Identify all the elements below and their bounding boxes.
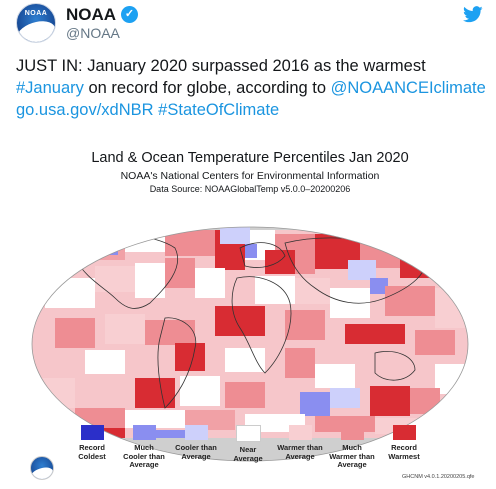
map-title: Land & Ocean Temperature Percentiles Jan… — [91, 150, 409, 166]
map-source: Data Source: NOAAGlobalTemp v5.0.0–20200… — [149, 184, 351, 194]
legend-label: Record Warmest — [374, 443, 434, 461]
legend-label: Much Cooler than Average — [114, 443, 174, 470]
map-version: GHCNM v4.0.1.20200205.qfe — [402, 474, 475, 480]
legend-label: Near Average — [218, 445, 278, 463]
legend-label-line: Near — [239, 445, 257, 454]
legend-swatch — [288, 425, 312, 440]
legend-swatch — [392, 425, 416, 440]
legend-label-line: Much — [134, 443, 154, 452]
legend-label-line: Record — [79, 443, 105, 452]
legend-label-line: Average — [233, 453, 263, 463]
legend-label-line: Warmest — [388, 451, 420, 461]
legend-swatch — [80, 425, 104, 440]
legend-label: Warmer than Average — [270, 443, 330, 461]
legend-item: Record Coldest — [62, 425, 122, 461]
legend-label-line: Average — [181, 451, 211, 461]
legend-label-line: Average — [285, 451, 315, 461]
tweet-text-part: on record for globe, according to — [83, 79, 331, 97]
account-name[interactable]: NOAA — [66, 5, 117, 24]
legend-label-line: Record — [391, 443, 417, 452]
tweet-text-part: JUST IN: January 2020 surpassed 2016 as … — [16, 57, 426, 75]
avatar-label: NOAA — [24, 10, 48, 17]
noaa-logo-icon — [30, 456, 54, 480]
map-subtitle: NOAA's National Centers for Environmenta… — [120, 170, 380, 182]
legend-label-line: Warmer than — [329, 451, 375, 461]
legend-swatch — [235, 425, 261, 442]
hashtag-stateofclimate-link[interactable]: #StateOfClimate — [158, 101, 280, 119]
legend-label: Much Warmer than Average — [322, 443, 382, 470]
legend-item: Warmer than Average — [270, 425, 330, 461]
tweet-header: NOAA NOAA ✓ @NOAA — [0, 0, 496, 50]
url-link[interactable]: go.usa.gov/xdNBR — [16, 101, 154, 119]
tweet-text: JUST IN: January 2020 surpassed 2016 as … — [16, 55, 486, 121]
hashtag-january-link[interactable]: #January — [16, 79, 84, 97]
legend-label: Cooler than Average — [166, 443, 226, 461]
legend-label-line: Cooler than — [175, 443, 217, 452]
legend-label-line: Coldest — [78, 451, 106, 461]
legend-item: Near Average — [218, 425, 278, 463]
account-handle[interactable]: @NOAA — [66, 25, 120, 41]
legend-item: Much Warmer than Average — [322, 425, 382, 470]
twitter-bird-icon[interactable] — [463, 6, 483, 23]
legend-label-line: Much — [342, 443, 362, 452]
legend-label-line: Average — [129, 460, 159, 469]
legend-item: Cooler than Average — [166, 425, 226, 461]
legend-swatch — [132, 425, 156, 440]
mention-ncei-link[interactable]: @NOAANCEIclimate — [330, 79, 486, 97]
legend-label-line: Warmer than — [277, 443, 323, 452]
noaa-bird-icon — [17, 17, 55, 42]
legend-swatch — [184, 425, 208, 440]
verified-badge-icon: ✓ — [121, 6, 138, 23]
legend-item: Record Warmest — [374, 425, 434, 461]
legend-label-line: Average — [337, 460, 367, 469]
avatar[interactable]: NOAA — [16, 3, 56, 43]
legend-item: Much Cooler than Average — [114, 425, 174, 470]
legend-swatch — [340, 425, 364, 440]
legend-label: Record Coldest — [62, 443, 122, 461]
legend-label-line: Cooler than — [123, 451, 165, 461]
